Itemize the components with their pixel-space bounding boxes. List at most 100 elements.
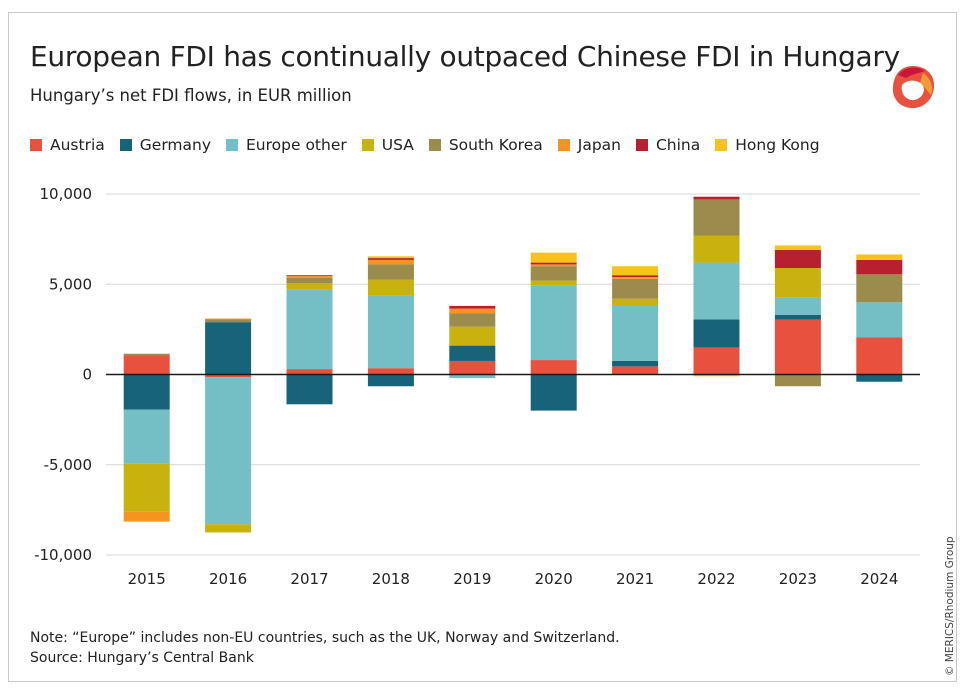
x-tick-label: 2024 (860, 570, 898, 588)
legend-label: USA (381, 136, 414, 154)
bar-2021-china (612, 275, 659, 278)
bar-2018-japan (367, 259, 414, 265)
y-tick-label: 0 (82, 366, 92, 384)
legend-swatch (635, 139, 648, 151)
legend-label: Austria (50, 136, 105, 154)
chart-subtitle: Hungary’s net FDI flows, in EUR million (30, 86, 352, 105)
bar-2018-south-korea (367, 264, 414, 280)
bar-2020-china (530, 262, 577, 265)
bar-2019-austria (449, 360, 496, 375)
bar-2024-hong-kong (856, 254, 903, 260)
legend-label: Europe other (246, 136, 347, 154)
bar-2020-austria (530, 360, 577, 375)
bar-2019-south-korea (449, 313, 496, 327)
chart-legend: Austria Germany Europe other USA South Korea… (30, 136, 835, 154)
bar-2023-germany (774, 314, 821, 320)
bar-2020-germany (530, 374, 577, 411)
legend-label: Hong Kong (735, 136, 820, 154)
x-tick-label: 2015 (128, 570, 166, 588)
x-tick-label: 2016 (209, 570, 247, 588)
bar-2015-germany (123, 374, 170, 410)
bar-2017-europe-other (286, 289, 333, 370)
bar-2020-hong-kong (530, 252, 577, 263)
x-tick-label: 2018 (372, 570, 410, 588)
note-text: Note: “Europe” includes non-EU countries… (30, 630, 620, 646)
y-tick-label: -10,000 (34, 546, 92, 564)
legend-item-china: China (635, 136, 701, 154)
bar-2020-usa (530, 280, 577, 286)
legend-item-south-korea: South Korea (428, 136, 543, 154)
bar-2023-south-korea (774, 374, 821, 387)
x-tick-label: 2020 (535, 570, 573, 588)
bar-2017-germany (286, 374, 333, 405)
bar-2024-china (856, 259, 903, 275)
bar-2015-europe-other (123, 409, 170, 464)
bar-2016-south-korea (205, 319, 252, 323)
bar-2018-hong-kong (367, 256, 414, 259)
bar-2019-europe-other (449, 374, 496, 379)
bar-2021-japan (612, 277, 659, 279)
legend-item-austria: Austria (30, 136, 105, 154)
chart-notes: Note: “Europe” includes non-EU countries… (30, 628, 620, 668)
legend-item-europe-other: Europe other (226, 136, 347, 154)
bar-2015-south-korea (123, 353, 170, 356)
bar-2022-china (693, 196, 740, 200)
bar-2024-germany (856, 374, 903, 382)
chart-title: European FDI has continually outpaced Ch… (30, 40, 900, 73)
bar-2022-europe-other (693, 262, 740, 320)
bar-2016-austria (205, 374, 252, 378)
bar-2022-usa (693, 235, 740, 263)
x-tick-label: 2023 (779, 570, 817, 588)
bar-2019-china (449, 305, 496, 309)
bar-2017-usa (286, 283, 333, 290)
legend-item-hong-kong: Hong Kong (715, 136, 820, 154)
legend-label: South Korea (448, 136, 543, 154)
legend-swatch (119, 139, 132, 151)
bar-2022-austria (693, 347, 740, 375)
bar-2016-germany (205, 322, 252, 375)
bar-2022-germany (693, 319, 740, 348)
bar-2022-south-korea (693, 199, 740, 236)
bar-2017-china (286, 275, 333, 277)
bar-2019-usa (449, 326, 496, 346)
legend-swatch (557, 139, 570, 151)
bar-2022-hong-kong (693, 374, 740, 377)
bar-2016-usa (205, 524, 252, 533)
copyright-credit: © MERICS/Rhodium Group (944, 536, 956, 676)
legend-item-japan: Japan (557, 136, 621, 154)
y-tick-label: 5,000 (49, 275, 92, 293)
bar-2015-japan (123, 511, 170, 522)
legend-label: China (655, 136, 701, 154)
bar-2019-germany (449, 345, 496, 361)
bar-2021-usa (612, 298, 659, 306)
bar-2017-south-korea (286, 277, 333, 284)
bar-2024-austria (856, 337, 903, 375)
bar-2018-germany (367, 374, 414, 387)
bar-2018-austria (367, 368, 414, 375)
legend-swatch (30, 139, 42, 151)
legend-item-germany: Germany (119, 136, 211, 154)
y-tick-label: 10,000 (40, 185, 93, 203)
legend-swatch (226, 139, 239, 151)
x-tick-label: 2022 (697, 570, 735, 588)
bar-2016-europe-other (205, 377, 252, 525)
bar-2017-japan (286, 276, 333, 278)
x-tick-label: 2017 (290, 570, 328, 588)
source-text: Source: Hungary’s Central Bank (30, 650, 254, 666)
legend-swatch (361, 139, 374, 151)
bar-2024-south-korea (856, 274, 903, 303)
bar-2020-japan (530, 264, 577, 267)
bar-2023-china (774, 249, 821, 269)
bar-2021-austria (612, 366, 659, 375)
bar-2021-hong-kong (612, 266, 659, 276)
bar-2023-hong-kong (774, 245, 821, 250)
bar-2015-austria (123, 355, 170, 375)
y-tick-label: -5,000 (44, 456, 92, 474)
bar-2020-europe-other (530, 285, 577, 361)
bar-2018-europe-other (367, 295, 414, 369)
bar-2024-europe-other (856, 302, 903, 338)
bar-2023-europe-other (774, 297, 821, 315)
legend-swatch (715, 139, 728, 151)
bar-2016-japan (205, 318, 252, 320)
bar-2021-germany (612, 360, 659, 367)
